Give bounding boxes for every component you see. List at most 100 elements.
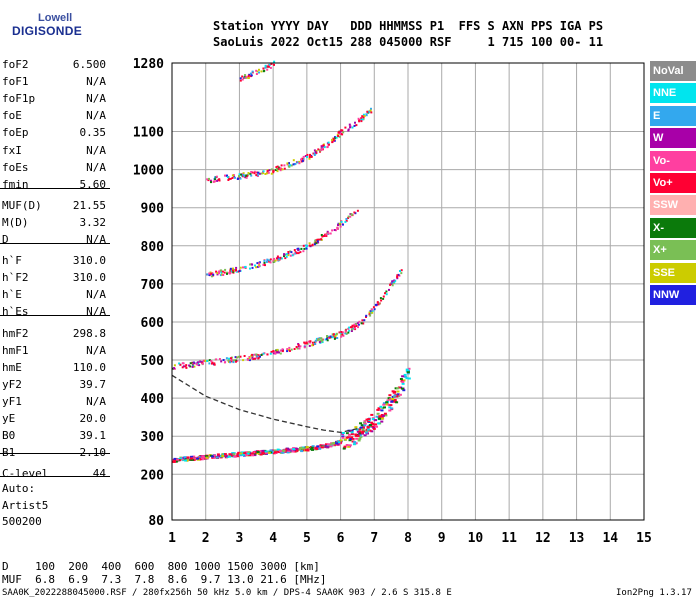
echo-point	[195, 363, 198, 366]
echo-point	[202, 360, 205, 363]
echo-point	[406, 371, 410, 374]
echo-point	[287, 254, 290, 257]
echo-point	[386, 399, 390, 402]
param-value: 3.32	[79, 215, 107, 229]
echo-point	[394, 387, 398, 390]
echo-point	[336, 227, 339, 229]
echo-point	[331, 442, 335, 445]
echo-point	[225, 174, 228, 177]
echo-point	[222, 274, 225, 276]
param-name: foEs	[2, 160, 29, 174]
echo-point	[208, 272, 211, 275]
echo-point	[308, 157, 311, 160]
echo-point	[241, 75, 244, 78]
echo-point	[396, 393, 400, 396]
echo-point	[210, 181, 212, 184]
echo-point	[338, 331, 341, 334]
echo-point	[307, 340, 310, 343]
echo-point	[310, 155, 313, 158]
echo-point	[305, 247, 308, 250]
footer-info: SAA0K_2022288045000.RSF / 280fx256h 50 k…	[2, 588, 452, 598]
echo-point	[321, 339, 324, 342]
echo-point	[272, 170, 275, 173]
echo-point	[267, 171, 270, 174]
echo-point	[269, 66, 272, 69]
echo-point	[241, 78, 244, 81]
echo-point	[279, 169, 282, 172]
echo-point	[384, 414, 388, 417]
echo-point	[179, 363, 182, 366]
echo-point	[399, 270, 401, 272]
echo-point	[304, 155, 307, 157]
param-value: 110.0	[72, 360, 106, 374]
echo-point	[315, 337, 318, 340]
echo-point	[316, 339, 319, 342]
echo-point	[265, 451, 269, 454]
echo-point	[267, 450, 271, 453]
echo-point	[335, 442, 339, 445]
echo-point	[320, 340, 323, 343]
header-row-labels: Station YYYY DAY DDD HHMMSS P1 FFS S AXN…	[213, 19, 604, 33]
echo-point	[266, 170, 269, 173]
echo-point	[264, 450, 268, 453]
echo-point	[216, 179, 219, 182]
echo-point	[351, 126, 354, 129]
echo-point	[270, 63, 273, 65]
echo-point	[256, 70, 259, 73]
echo-point	[189, 362, 192, 365]
echo-point	[216, 453, 220, 456]
param-value: 44	[92, 467, 106, 481]
echo-point	[375, 425, 378, 428]
echo-point	[220, 360, 223, 363]
echo-point	[190, 455, 194, 458]
echo-point	[376, 412, 380, 415]
echo-point	[254, 357, 256, 360]
echo-point	[357, 323, 360, 326]
echo-point	[245, 176, 248, 179]
echo-point	[201, 455, 205, 458]
echo-point	[321, 235, 324, 238]
echo-point	[363, 422, 367, 425]
echo-point	[334, 334, 337, 337]
echo-point	[272, 171, 275, 174]
echo-point	[236, 356, 239, 359]
echo-point	[266, 65, 269, 68]
echo-point	[287, 252, 290, 255]
echo-point	[204, 455, 208, 458]
echo-point	[259, 355, 261, 358]
x-tick-label: 14	[602, 531, 618, 546]
echo-point	[385, 293, 388, 296]
echo-point	[229, 272, 232, 275]
echo-point	[329, 445, 333, 448]
echo-point	[342, 223, 344, 226]
echo-point	[181, 366, 184, 369]
echo-point	[266, 353, 269, 356]
echo-point	[407, 367, 411, 370]
echo-point	[311, 243, 314, 246]
echo-point	[243, 174, 245, 177]
y-tick-label: 300	[141, 430, 165, 445]
echo-point	[322, 144, 325, 147]
echo-point	[258, 265, 261, 268]
echo-point	[250, 72, 252, 75]
echo-point	[376, 301, 379, 304]
echo-point	[318, 341, 321, 344]
echo-point	[273, 257, 275, 260]
echo-point	[396, 274, 399, 277]
echo-point	[341, 333, 344, 336]
echo-point	[233, 175, 235, 178]
echo-point	[196, 361, 199, 364]
echo-point	[363, 319, 366, 322]
separator	[0, 188, 110, 189]
echo-point	[335, 136, 338, 139]
echo-point	[341, 133, 344, 136]
echo-point	[211, 362, 213, 365]
echo-point	[319, 339, 322, 342]
echo-point	[190, 457, 193, 460]
echo-point	[196, 457, 200, 460]
echo-point	[206, 273, 209, 276]
separator	[0, 476, 110, 477]
echo-point	[250, 74, 253, 77]
echo-point	[318, 238, 321, 241]
param-value: 39.1	[79, 429, 107, 443]
